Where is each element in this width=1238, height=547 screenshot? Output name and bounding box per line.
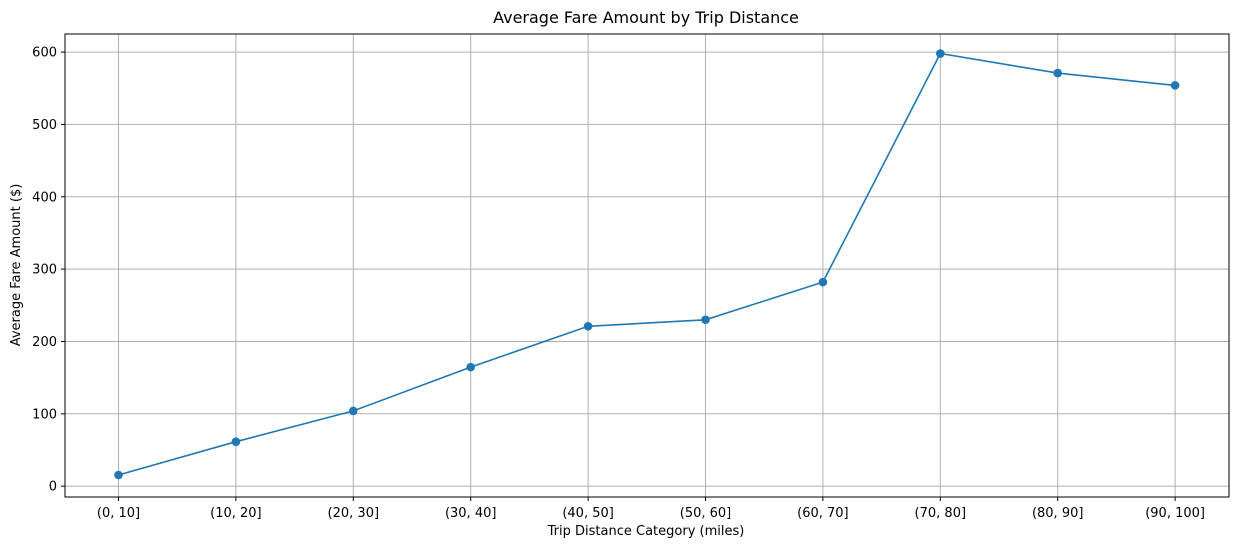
x-tick-label: (20, 30] <box>328 506 380 521</box>
series-line <box>118 52 1176 476</box>
chart-title: Average Fare Amount by Trip Distance <box>493 8 799 27</box>
data-series <box>114 49 1180 480</box>
y-tick-label: 200 <box>32 335 57 350</box>
x-tick-label: (40, 50] <box>562 506 614 521</box>
y-tick-label: 600 <box>32 46 57 61</box>
x-tick-label: (0, 10] <box>97 506 140 521</box>
x-tick-label: (60, 70] <box>797 506 849 521</box>
data-point <box>583 321 593 331</box>
x-axis: (0, 10] (10, 20] (20, 30] (30, 40] (40, 50] (… <box>97 497 1205 521</box>
data-point <box>1053 68 1062 78</box>
y-axis: 0 100 200 300 400 500 600 <box>32 46 65 495</box>
y-tick-label: 100 <box>32 407 57 422</box>
data-point <box>701 315 710 325</box>
data-point <box>349 406 358 416</box>
x-tick-label: (80, 90] <box>1032 506 1084 521</box>
data-point <box>231 437 241 446</box>
x-tick-label: (90, 100] <box>1145 506 1205 521</box>
data-point <box>466 362 476 372</box>
plot-area-frame <box>64 33 1230 498</box>
grid <box>65 34 1229 497</box>
x-tick-label: (50, 60] <box>680 506 732 521</box>
x-tick-label: (70, 80] <box>915 506 967 521</box>
data-point <box>936 49 945 58</box>
data-point <box>114 470 123 480</box>
data-point <box>818 277 828 287</box>
y-tick-label: 300 <box>32 263 57 278</box>
y-tick-label: 500 <box>32 118 57 133</box>
y-tick-label: 0 <box>49 480 57 495</box>
x-tick-label: (30, 40] <box>445 506 497 521</box>
data-point <box>1170 81 1180 90</box>
y-tick-label: 400 <box>32 190 57 205</box>
x-axis-title: Trip Distance Category (miles) <box>547 524 745 539</box>
y-axis-title: Average Fare Amount ($) <box>9 184 24 347</box>
x-tick-label: (10, 20] <box>210 506 262 521</box>
